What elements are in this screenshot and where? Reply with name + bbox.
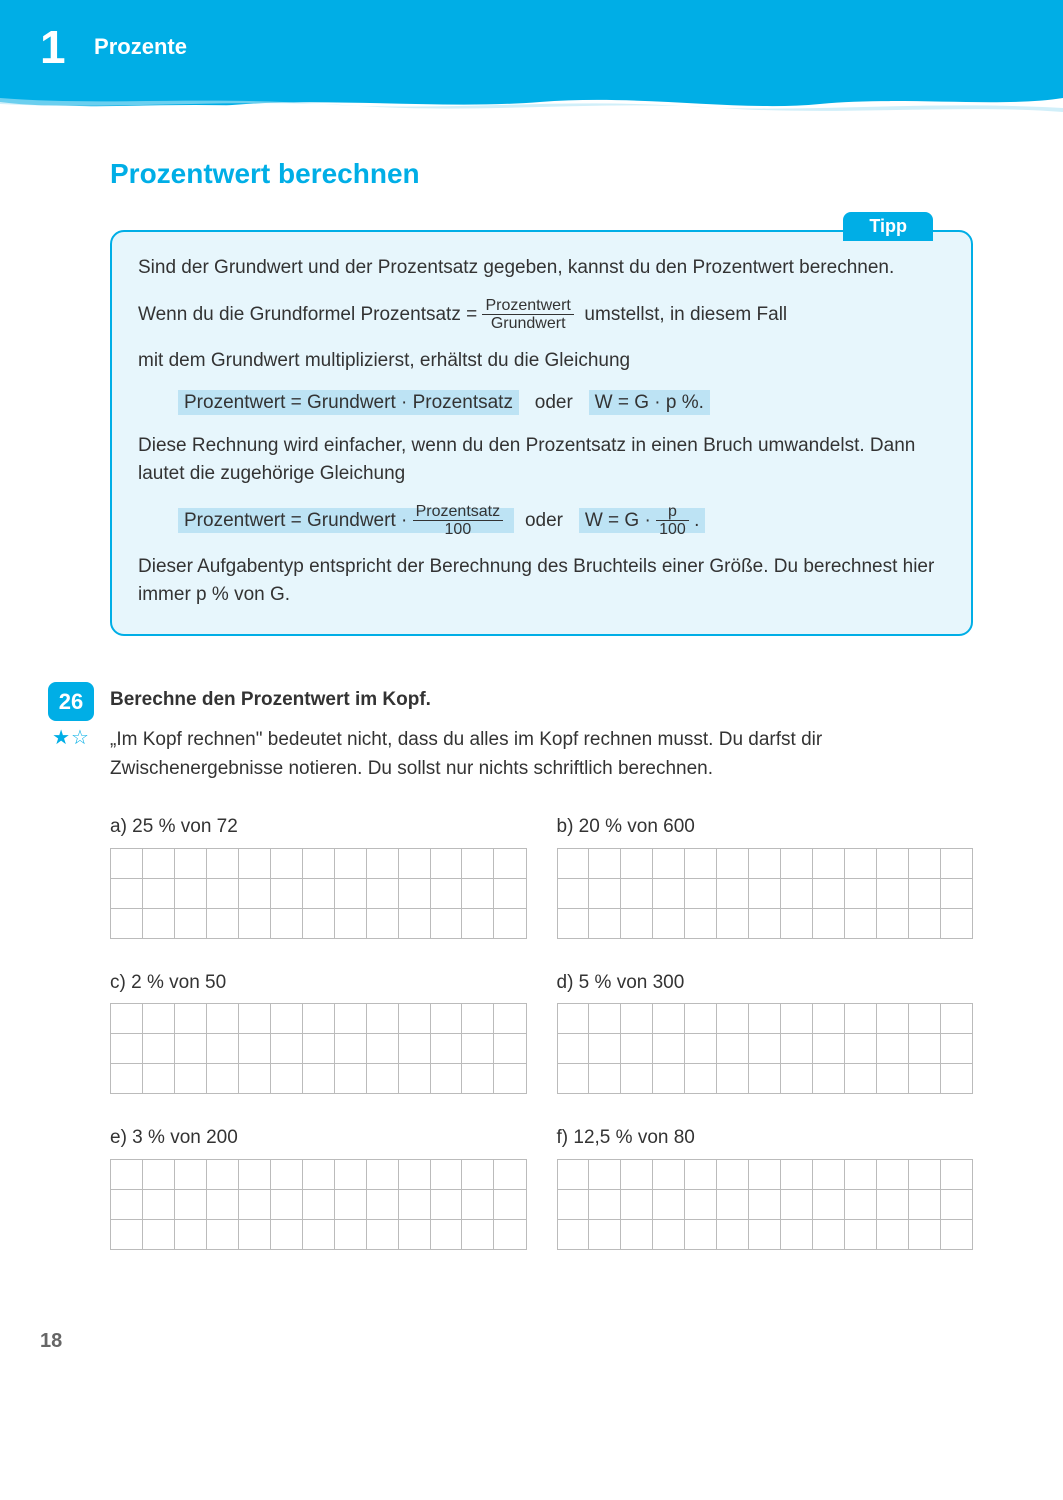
- fraction: p 100: [656, 503, 689, 539]
- problem-label: a) 25 % von 72: [110, 813, 527, 842]
- exercise: 26 ★☆ Berechne den Prozentwert im Kopf. …: [110, 686, 973, 1250]
- torn-edge-decoration: [0, 90, 1063, 118]
- work-grid: [557, 1159, 974, 1250]
- problem: c) 2 % von 50: [110, 969, 527, 1095]
- problem: a) 25 % von 72: [110, 813, 527, 939]
- problem-label: b) 20 % von 600: [557, 813, 974, 842]
- chapter-number: 1: [40, 20, 66, 74]
- chapter-title: Prozente: [94, 24, 187, 70]
- formula-highlight: W = G · p %.: [589, 390, 710, 415]
- tip-tab: Tipp: [843, 212, 933, 241]
- page-number: 18: [0, 1290, 1063, 1383]
- tip-para-2: Wenn du die Grundformel Prozentsatz = Pr…: [138, 297, 945, 333]
- problem: d) 5 % von 300: [557, 969, 974, 1095]
- work-grid: [110, 1159, 527, 1250]
- tip-formula-2: Prozentwert = Grundwert · Prozentsatz 10…: [138, 503, 945, 539]
- chapter-header: 1 Prozente: [0, 0, 1063, 90]
- formula-highlight: W = G · p 100 .: [579, 508, 706, 533]
- tip-para-5: Dieser Aufgabentyp entspricht der Berech…: [138, 553, 945, 610]
- formula-highlight: Prozentwert = Grundwert · Prozentsatz 10…: [178, 508, 514, 533]
- fraction: Prozentwert Grundwert: [482, 297, 573, 333]
- formula-highlight: Prozentwert = Grundwert · Prozentsatz: [178, 390, 519, 415]
- problem: f) 12,5 % von 80: [557, 1124, 974, 1250]
- tip-para-1: Sind der Grundwert und der Prozentsatz g…: [138, 254, 945, 283]
- tip-para-4: Diese Rechnung wird einfacher, wenn du d…: [138, 432, 945, 489]
- tip-formula-1: Prozentwert = Grundwert · Prozentsatz od…: [138, 389, 945, 418]
- work-grid: [110, 1003, 527, 1094]
- problem: b) 20 % von 600: [557, 813, 974, 939]
- problem-label: e) 3 % von 200: [110, 1124, 527, 1153]
- problem-label: f) 12,5 % von 80: [557, 1124, 974, 1153]
- page-content: Prozentwert berechnen Tipp Sind der Grun…: [0, 118, 1063, 1290]
- tip-para-3: mit dem Grundwert multiplizierst, erhält…: [138, 347, 945, 376]
- fraction: Prozentsatz 100: [413, 503, 503, 539]
- problems-grid: a) 25 % von 72 b) 20 % von 600 c) 2 % von …: [110, 813, 973, 1250]
- difficulty-stars: ★☆: [48, 723, 94, 753]
- problem-label: d) 5 % von 300: [557, 969, 974, 998]
- exercise-number: 26: [48, 682, 94, 721]
- problem: e) 3 % von 200: [110, 1124, 527, 1250]
- exercise-note: „Im Kopf rechnen" bedeutet nicht, dass d…: [110, 726, 973, 783]
- tip-box: Tipp Sind der Grundwert und der Prozents…: [110, 230, 973, 636]
- work-grid: [557, 1003, 974, 1094]
- work-grid: [110, 848, 527, 939]
- exercise-badge: 26 ★☆: [48, 682, 94, 753]
- work-grid: [557, 848, 974, 939]
- problem-label: c) 2 % von 50: [110, 969, 527, 998]
- section-title: Prozentwert berechnen: [110, 158, 973, 190]
- exercise-title: Berechne den Prozentwert im Kopf.: [110, 686, 973, 715]
